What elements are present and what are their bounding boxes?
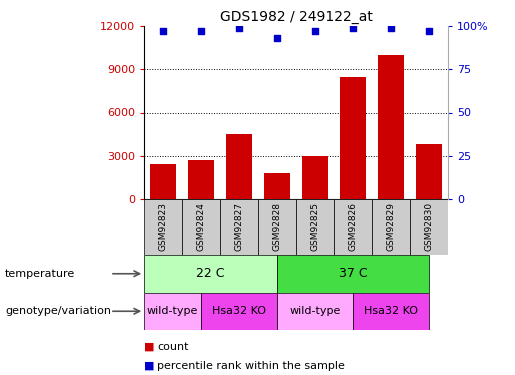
Bar — [258, 199, 296, 255]
Text: GSM92825: GSM92825 — [311, 202, 320, 251]
Text: temperature: temperature — [5, 269, 75, 279]
Text: GSM92826: GSM92826 — [349, 202, 357, 251]
Bar — [410, 199, 448, 255]
Bar — [264, 173, 290, 199]
Text: GSM92827: GSM92827 — [235, 202, 244, 251]
Text: GSM92829: GSM92829 — [387, 202, 396, 251]
Text: Hsa32 KO: Hsa32 KO — [212, 306, 266, 316]
Text: GSM92830: GSM92830 — [424, 202, 434, 251]
Text: wild-type: wild-type — [289, 306, 341, 316]
Point — [235, 25, 243, 31]
Bar — [372, 199, 410, 255]
Bar — [144, 199, 182, 255]
Bar — [144, 292, 201, 330]
Bar — [144, 255, 277, 292]
Bar — [150, 164, 177, 199]
Text: 22 C: 22 C — [196, 267, 225, 280]
Bar — [334, 199, 372, 255]
Text: genotype/variation: genotype/variation — [5, 306, 111, 316]
Text: percentile rank within the sample: percentile rank within the sample — [157, 361, 345, 370]
Point — [311, 28, 319, 34]
Point — [197, 28, 205, 34]
Bar — [277, 255, 429, 292]
Bar — [378, 55, 404, 199]
Bar — [302, 156, 329, 199]
Bar — [416, 144, 442, 199]
Title: GDS1982 / 249122_at: GDS1982 / 249122_at — [220, 10, 372, 24]
Point — [159, 28, 167, 34]
Text: count: count — [157, 342, 188, 352]
Bar — [353, 292, 429, 330]
Text: 37 C: 37 C — [339, 267, 367, 280]
Text: GSM92823: GSM92823 — [159, 202, 168, 251]
Bar — [226, 134, 252, 199]
Point — [273, 35, 281, 41]
Text: GSM92824: GSM92824 — [197, 202, 205, 251]
Bar — [188, 160, 214, 199]
Text: wild-type: wild-type — [147, 306, 198, 316]
Point — [425, 28, 433, 34]
Bar — [182, 199, 220, 255]
Text: ■: ■ — [144, 361, 154, 370]
Point — [349, 25, 357, 31]
Point — [387, 25, 395, 31]
Bar — [340, 76, 366, 199]
Text: Hsa32 KO: Hsa32 KO — [364, 306, 418, 316]
Bar — [220, 199, 258, 255]
Bar — [277, 292, 353, 330]
Text: GSM92828: GSM92828 — [272, 202, 282, 251]
Bar — [296, 199, 334, 255]
Text: ■: ■ — [144, 342, 154, 352]
Bar — [201, 292, 277, 330]
